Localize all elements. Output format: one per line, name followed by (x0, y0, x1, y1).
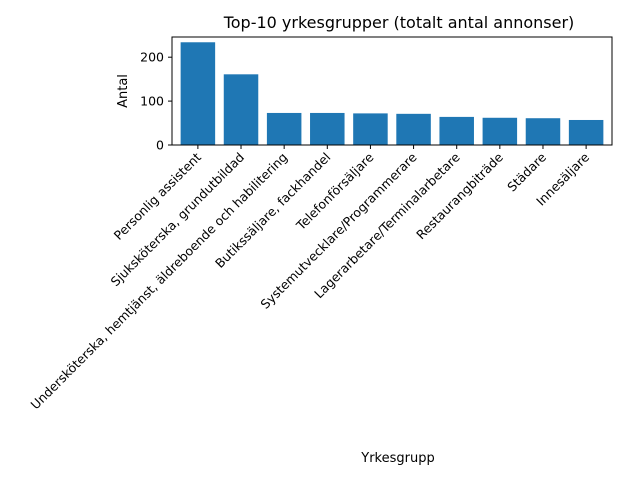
chart-title: Top-10 yrkesgrupper (totalt antal annons… (223, 13, 575, 32)
bar (482, 117, 518, 145)
bar (266, 112, 302, 145)
plot-frame (171, 36, 613, 146)
bar (396, 113, 431, 145)
bar (568, 119, 604, 145)
x-axis-label: Yrkesgrupp (360, 451, 434, 466)
bar (180, 42, 216, 145)
y-axis-label: Antal (116, 74, 131, 108)
y-axis: 0 100 200 (140, 50, 172, 153)
bar (439, 116, 474, 145)
bar (223, 74, 259, 145)
bars-group (180, 42, 604, 145)
y-tick-label: 100 (140, 94, 164, 109)
bar (525, 118, 561, 145)
y-tick-label: 0 (156, 138, 164, 153)
bar (310, 112, 345, 145)
y-tick-label: 200 (140, 50, 164, 65)
bar (353, 113, 388, 145)
